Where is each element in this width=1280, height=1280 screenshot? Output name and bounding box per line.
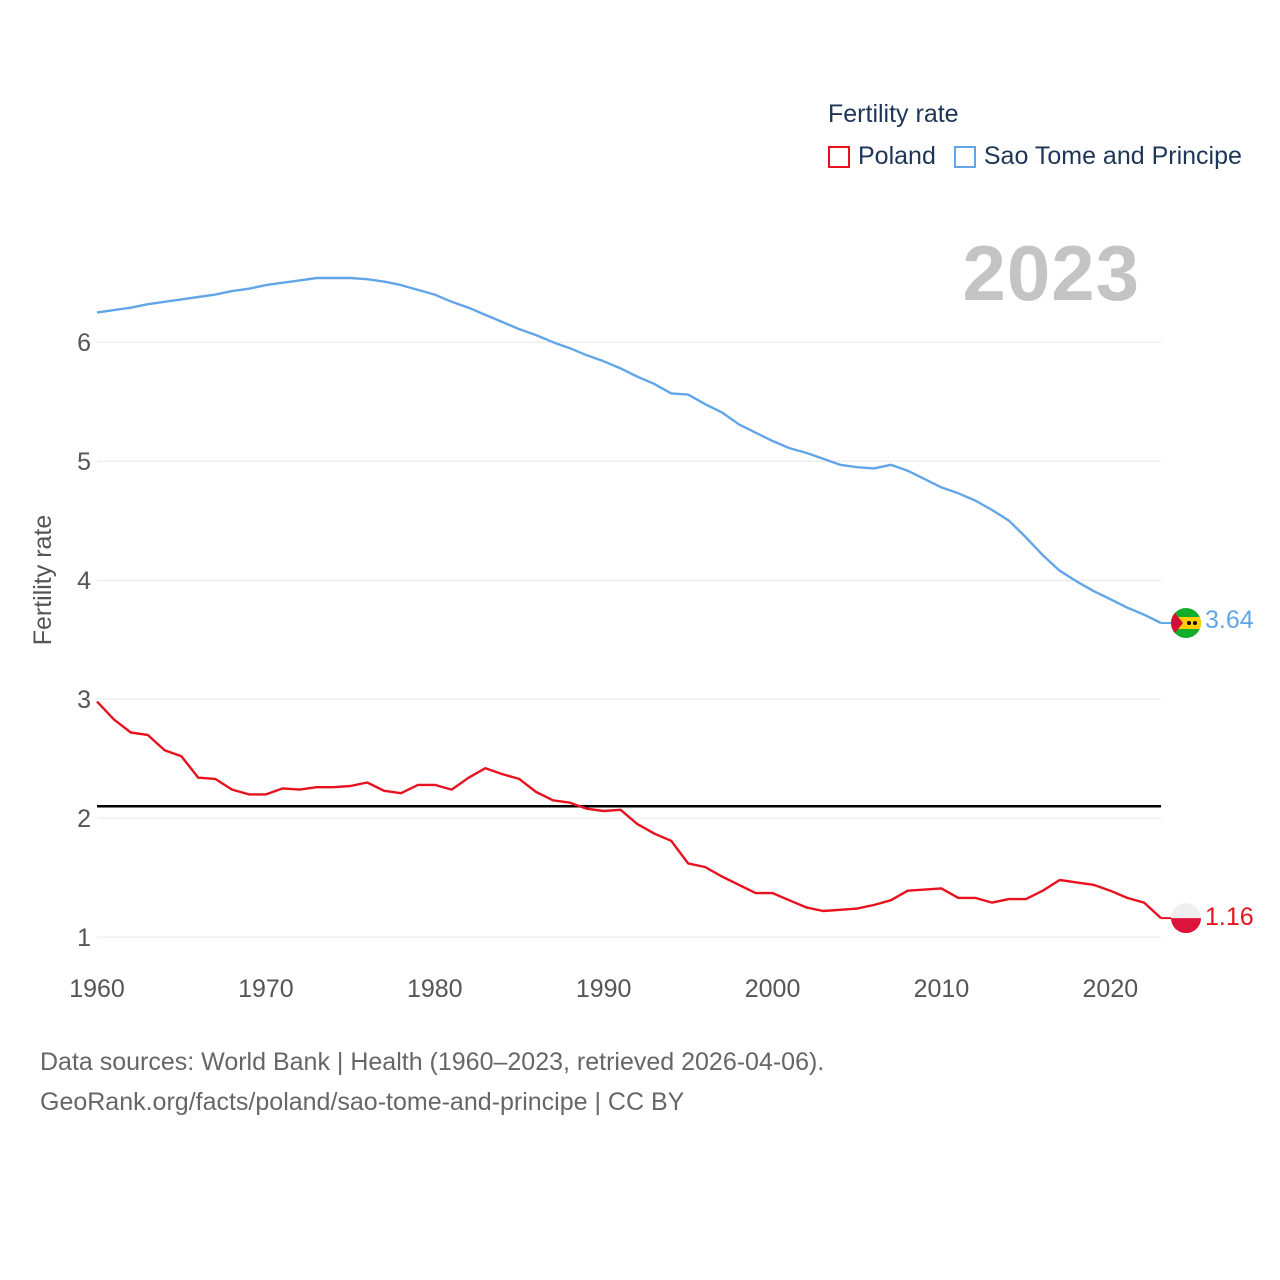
y-tick-label-5: 5 [77,448,91,476]
grid-lines [97,341,1161,938]
y-tick-label-6: 6 [77,329,91,357]
series-line-sao-tome-and-principe [96,276,1162,625]
y-axis-label: Fertility rate [29,515,57,646]
series-lines [96,276,1162,919]
legend-title: Fertility rate [828,100,959,128]
legend-swatch-sao-tome-and-principe [953,145,976,168]
end-markers [1161,608,1201,934]
legend-swatch-poland [828,145,850,168]
legend: Poland Sao Tome and Principe [828,142,1260,171]
y-tick-label-2: 2 [77,805,91,833]
y-tick-label-4: 4 [77,567,91,595]
x-tick-label-1980: 1980 [407,975,463,1003]
legend-label-poland: Poland [858,142,936,170]
x-tick-label-2010: 2010 [914,975,970,1003]
footer-url[interactable]: GeoRank.org/facts/poland/sao-tome-and-pr… [40,1088,685,1116]
x-tick-label-2020: 2020 [1083,975,1139,1003]
x-tick-label-2000: 2000 [745,975,801,1003]
footer: Data sources: World Bank | Health (1960–… [40,1042,824,1122]
footer-sources: Data sources: World Bank | Health (1960–… [40,1048,825,1076]
legend-item-sao-tome-and-principe[interactable]: Sao Tome and Principe [953,142,1242,171]
year-label: 2023 [962,229,1140,317]
y-tick-labels: 1 2 3 4 5 6 [77,329,91,952]
legend-label-sao-tome-and-principe: Sao Tome and Principe [983,142,1242,170]
x-tick-label-1960: 1960 [69,975,125,1003]
y-tick-label-1: 1 [77,924,91,952]
x-tick-labels: 1960 1970 1980 1990 2000 2010 2020 [69,975,1138,1003]
flag-poland-icon [1171,903,1201,934]
legend-item-poland[interactable]: Poland [828,142,936,171]
x-tick-label-1990: 1990 [576,975,632,1003]
x-tick-label-1970: 1970 [238,975,294,1003]
end-value-sao-tome-and-principe: 3.64 [1205,606,1254,635]
flag-sao-tome-and-principe-icon [1171,608,1201,639]
series-line-poland [96,700,1162,919]
end-value-poland: 1.16 [1205,903,1254,932]
y-tick-label-3: 3 [77,686,91,714]
